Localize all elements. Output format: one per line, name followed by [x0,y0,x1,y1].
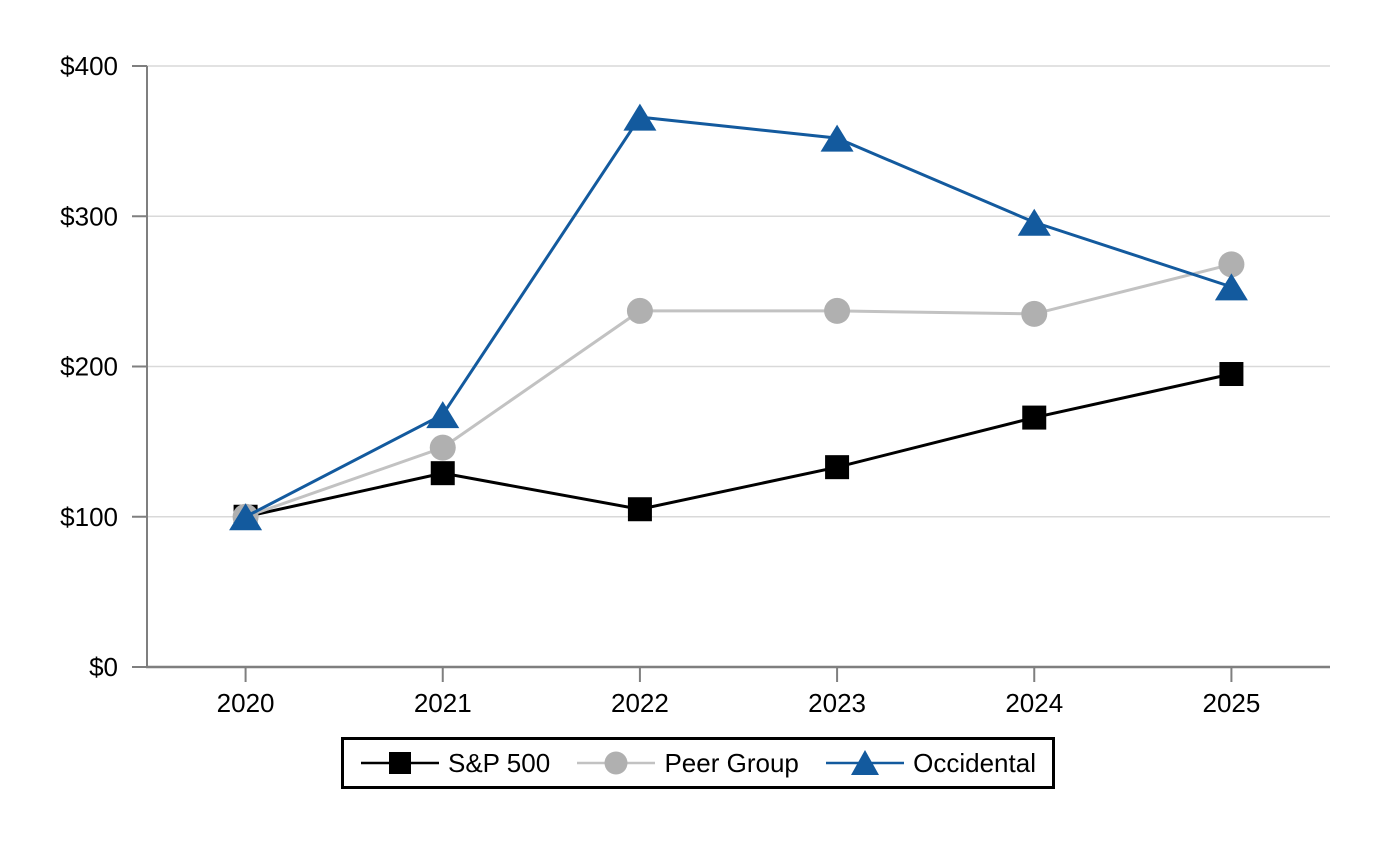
y-tick-label: $300 [60,201,118,231]
series-peer-group [232,251,1245,530]
series-occidental [229,103,1248,531]
x-tick-label: 2022 [611,688,669,718]
gridlines [147,65,1330,518]
x-tick-label: 2020 [217,688,275,718]
axis-labels: $0 $100 $200 $300 $400 2020 2021 2022 2023 2024 20… [60,51,1260,718]
legend-item-occidental: Occidental [825,747,1036,779]
x-tick-label: 2025 [1202,688,1260,718]
x-tick-label: 2023 [808,688,866,718]
x-tick-label: 2024 [1005,688,1063,718]
peer-group-circle-marker-icon [577,751,656,775]
occidental-triangle-marker-icon [826,750,905,775]
x-tick-label: 2021 [414,688,472,718]
legend-item-peer-group: Peer Group [576,747,799,779]
legend-label-occidental: Occidental [913,747,1036,778]
y-tick-label: $400 [60,51,118,81]
legend-item-sp500: S&P 500 [360,747,550,779]
sp500-square-marker-icon [361,752,439,774]
y-tick-label: $200 [60,352,118,382]
y-tick-label: $100 [60,502,118,532]
chart-legend: S&P 500 Peer Group Occidental [341,737,1055,789]
y-tick-label: $0 [89,652,118,682]
axes [132,65,1330,682]
legend-label-peer-group: Peer Group [664,747,799,778]
plot-area: $0 $100 $200 $300 $400 2020 2021 2022 2023 2024 20… [60,51,1330,718]
legend-label-sp500: S&P 500 [448,747,551,778]
